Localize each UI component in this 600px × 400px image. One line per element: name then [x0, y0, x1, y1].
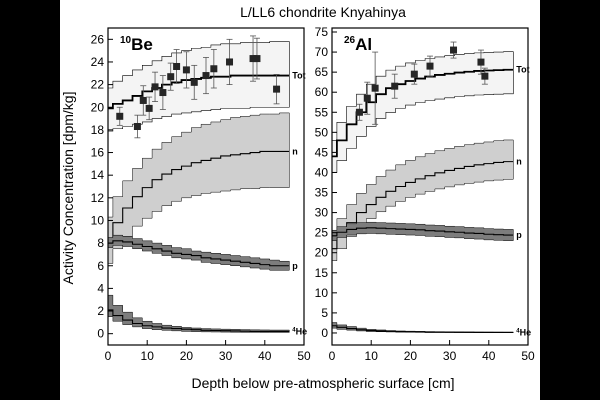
series-label-p: p — [516, 230, 522, 240]
y-tick-label: 30 — [315, 206, 329, 220]
y-tick-label: 45 — [315, 145, 329, 159]
panel-label-text: Be — [131, 35, 153, 54]
y-tick-label: 65 — [315, 65, 329, 79]
series-label-he: 4He — [292, 326, 307, 336]
y-tick-label: 16 — [91, 146, 105, 160]
x-tick-label: 30 — [219, 349, 233, 363]
panel-label-text: Al — [355, 35, 372, 54]
y-tick-label: 6 — [97, 259, 104, 273]
y-tick-label: 0 — [321, 326, 328, 340]
x-tick-label: 40 — [482, 349, 496, 363]
x-tick-label: 40 — [258, 349, 272, 363]
x-tick-label: 30 — [443, 349, 457, 363]
chart-title: L/LL6 chondrite Knyahinya — [240, 4, 406, 20]
y-tick-label: 5 — [321, 306, 328, 320]
panel-be: Totnp4He0 10 20 30 40 50024681012141618202224… — [91, 28, 311, 363]
x-axis-label: Depth below pre-atmospheric surface [cm] — [192, 375, 455, 391]
panel-label: 10Be — [120, 35, 153, 54]
x-tick-label: 50 — [521, 349, 535, 363]
x-tick-label: 0 — [105, 349, 112, 363]
y-tick-label: 10 — [315, 286, 329, 300]
plot-area — [108, 36, 289, 333]
series-label-p: p — [292, 261, 298, 271]
y-tick-label: 35 — [315, 186, 329, 200]
series-label-text: He — [520, 327, 532, 337]
y-tick-label: 40 — [315, 165, 329, 179]
y-tick-label: 55 — [315, 105, 329, 119]
y-tick-label: 10 — [91, 213, 105, 227]
x-tick-label: 10 — [141, 349, 155, 363]
band-he — [108, 295, 289, 332]
y-tick-label: 4 — [97, 281, 104, 295]
y-tick-label: 20 — [315, 246, 329, 260]
series-label-n: n — [516, 157, 522, 167]
series-label-he: 4He — [516, 327, 531, 337]
y-tick-label: 60 — [315, 85, 329, 99]
y-tick-label: 25 — [315, 226, 329, 240]
y-tick-label: 26 — [91, 32, 105, 46]
y-tick-label: 18 — [91, 123, 105, 137]
x-tick-label: 50 — [297, 349, 311, 363]
panel-label-sup: 26 — [344, 35, 356, 46]
band-p — [332, 222, 513, 240]
y-tick-label: 8 — [97, 236, 104, 250]
y-tick-label: 0 — [97, 327, 104, 341]
band-n — [332, 140, 513, 261]
panel-al: Tot n p 4He 0 10 20 30 40 50 0 5 10 15 20 25 30 35 40 45 50 5… — [315, 25, 535, 363]
band-he — [332, 323, 513, 333]
y-tick-label: 15 — [315, 266, 329, 280]
y-tick-label: 75 — [315, 25, 329, 39]
x-tick-label: 0 — [329, 349, 336, 363]
y-tick-label: 14 — [91, 168, 105, 182]
series-label-n: n — [292, 146, 298, 156]
y-tick-label: 24 — [91, 55, 105, 69]
y-tick-label: 50 — [315, 125, 329, 139]
y-tick-label: 22 — [91, 78, 105, 92]
x-tick-label: 10 — [365, 349, 379, 363]
y-tick-label: 20 — [91, 100, 105, 114]
panel-label-sup: 10 — [120, 35, 132, 46]
y-tick-label: 70 — [315, 45, 329, 59]
plot-area — [332, 42, 513, 333]
y-tick-label: 2 — [97, 304, 104, 318]
panel-label: 26Al — [344, 35, 372, 54]
x-tick-label: 20 — [180, 349, 194, 363]
x-tick-label: 20 — [404, 349, 418, 363]
y-axis-label: Activity Concentration [dpm/kg] — [60, 92, 76, 285]
y-tick-label: 12 — [91, 191, 105, 205]
series-label-text: He — [296, 326, 308, 336]
